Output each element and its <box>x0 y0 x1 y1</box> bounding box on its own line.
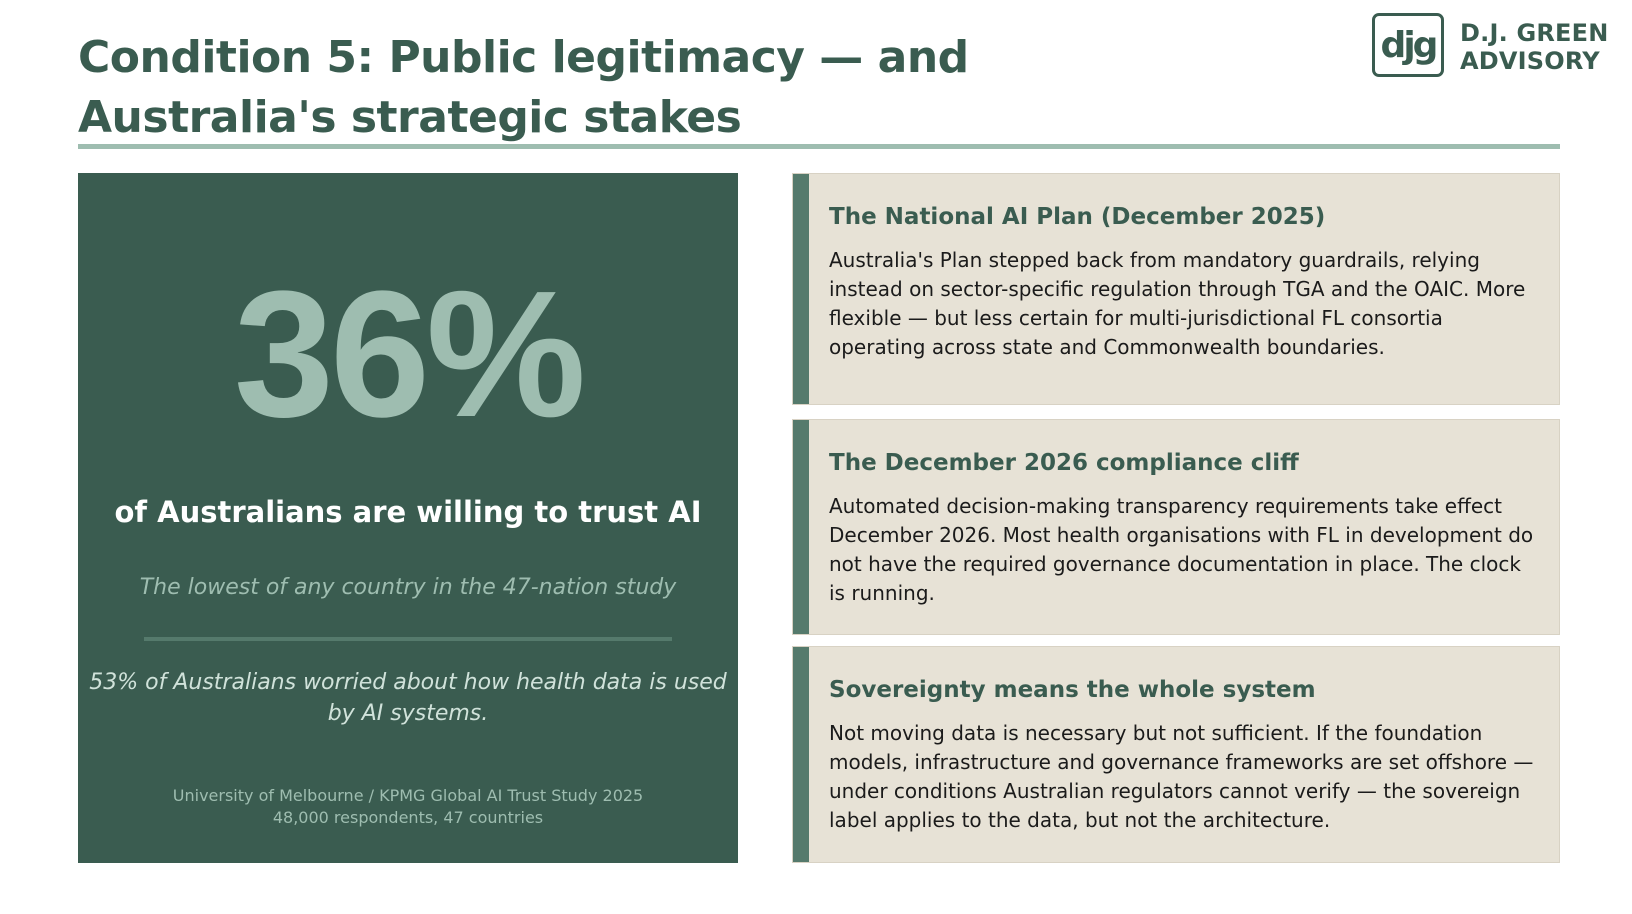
card-accent-bar <box>793 647 809 862</box>
title-underline <box>78 144 1560 149</box>
card-accent-bar <box>793 420 809 634</box>
card-accent-bar <box>793 174 809 404</box>
company-logo: djg D.J. GREEN ADVISORY <box>1372 13 1612 81</box>
trust-stat-panel: 36% of Australians are willing to trust … <box>78 173 738 863</box>
stat-divider <box>144 637 672 641</box>
stat-source-line-2: 48,000 respondents, 47 countries <box>272 808 544 827</box>
card-title: The December 2026 compliance cliff <box>829 450 1299 476</box>
stat-source-line-1: University of Melbourne / KPMG Global AI… <box>172 786 644 805</box>
stat-subtitle: The lowest of any country in the 47-nati… <box>139 575 677 600</box>
card-sovereignty: Sovereignty means the whole system Not m… <box>792 646 1560 863</box>
slide-title: Condition 5: Public legitimacy — and Aus… <box>78 32 969 143</box>
stat-source: University of Melbourne / KPMG Global AI… <box>78 785 738 829</box>
card-title: Sovereignty means the whole system <box>829 677 1316 703</box>
card-title: The National AI Plan (December 2025) <box>829 204 1326 230</box>
card-national-ai-plan: The National AI Plan (December 2025) Aus… <box>792 173 1560 405</box>
logo-line-1: D.J. GREEN <box>1460 19 1609 47</box>
logo-wordmark: D.J. GREEN ADVISORY <box>1460 19 1609 75</box>
stat-note: 53% of Australians worried about how hea… <box>89 670 727 726</box>
card-body: Automated decision-making transparency r… <box>829 494 1534 605</box>
stat-caption: of Australians are willing to trust AI <box>114 495 702 529</box>
card-compliance-cliff: The December 2026 compliance cliff Autom… <box>792 419 1560 635</box>
card-body: Not moving data is necessary but not suf… <box>829 721 1534 832</box>
logo-mark: djg <box>1372 13 1444 77</box>
card-body: Australia's Plan stepped back from manda… <box>829 248 1526 359</box>
big-stat-value: 36% <box>233 254 586 455</box>
logo-line-2: ADVISORY <box>1460 47 1600 75</box>
